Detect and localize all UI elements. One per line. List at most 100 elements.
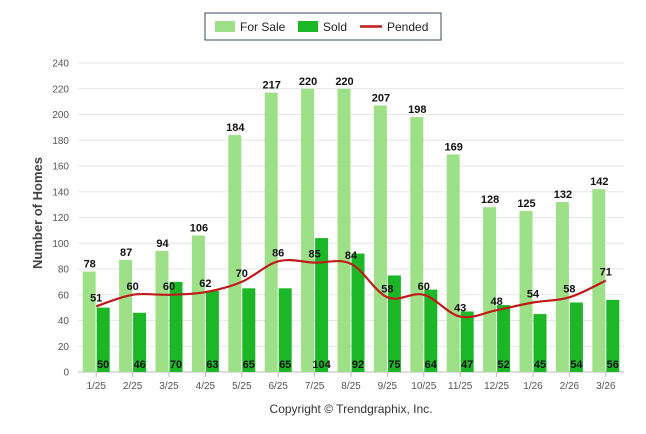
for-sale-value-label: 198	[408, 104, 426, 116]
sold-value-label: 56	[607, 359, 619, 371]
x-tick-label: 1/25	[86, 381, 106, 392]
y-tick-label: 180	[52, 136, 69, 147]
for-sale-bar	[155, 250, 169, 372]
sold-value-label: 50	[97, 359, 109, 371]
sold-value-label: 46	[133, 359, 145, 371]
for-sale-bar	[410, 117, 424, 372]
sold-bar	[606, 299, 620, 372]
sold-bar	[242, 288, 256, 372]
y-tick-label: 100	[52, 239, 69, 250]
for-sale-bar	[555, 202, 569, 372]
for-sale-value-label: 125	[517, 198, 535, 210]
sold-bar	[96, 307, 110, 372]
for-sale-value-label: 184	[226, 122, 245, 134]
sold-value-label: 65	[279, 359, 291, 371]
sold-value-label: 47	[461, 359, 473, 371]
sold-value-label: 75	[388, 359, 400, 371]
x-tick-label: 6/25	[268, 381, 288, 392]
sold-bar	[169, 281, 183, 372]
for-sale-value-label: 217	[263, 80, 281, 92]
for-sale-bars	[82, 88, 606, 373]
for-sale-value-label: 78	[84, 259, 96, 271]
legend-pended-label: Pended	[387, 20, 428, 34]
for-sale-bar	[337, 88, 351, 372]
pended-value-label: 86	[272, 247, 284, 259]
for-sale-bar	[483, 207, 497, 372]
for-sale-bar	[519, 211, 533, 372]
sold-value-label: 64	[425, 359, 438, 371]
pended-value-label: 54	[527, 288, 540, 300]
pended-value-label: 71	[600, 267, 612, 279]
data-labels: 78 50 87 46 94 70 106 63 184 65 217 65 220 104 220 92 20…	[84, 76, 619, 371]
for-sale-value-label: 207	[372, 92, 390, 104]
x-tick-label: 5/25	[232, 381, 252, 392]
sold-value-label: 63	[206, 359, 218, 371]
sold-bar	[460, 311, 474, 372]
x-tick-label: 2/25	[123, 381, 143, 392]
for-sale-value-label: 94	[156, 238, 169, 250]
for-sale-bar	[446, 154, 460, 372]
y-tick-label: 80	[58, 265, 70, 276]
for-sale-bar	[592, 189, 606, 372]
y-axis: 0 20 40 60 80 100 120 140 160 180 200 220 240	[52, 59, 69, 379]
x-tick-label: 9/25	[378, 381, 398, 392]
for-sale-bar	[82, 271, 96, 372]
sold-bar	[569, 302, 583, 372]
y-tick-label: 140	[52, 187, 69, 198]
sold-bars	[96, 238, 620, 372]
x-tick-label: 3/25	[159, 381, 179, 392]
y-tick-label: 120	[52, 213, 69, 224]
x-tick-label: 7/25	[305, 381, 325, 392]
y-tick-label: 20	[58, 342, 70, 353]
pended-line-group	[95, 258, 607, 319]
sold-bar	[351, 253, 365, 372]
for-sale-value-label: 220	[299, 76, 317, 88]
sold-bar	[133, 312, 147, 372]
sold-value-label: 92	[352, 359, 364, 371]
y-tick-label: 160	[52, 162, 69, 173]
pended-value-label: 85	[308, 249, 320, 261]
pended-value-label: 51	[90, 292, 102, 304]
sold-value-label: 54	[570, 359, 583, 371]
x-axis: 1/25 2/25 3/25 4/25 5/25 6/25 7/25 8/25 9/25 10/2…	[86, 372, 616, 392]
x-tick-label: 11/25	[448, 381, 473, 392]
pended-value-label: 58	[381, 283, 393, 295]
y-tick-label: 0	[63, 368, 69, 379]
sold-value-label: 52	[497, 359, 509, 371]
pended-value-label: 58	[563, 283, 575, 295]
x-tick-label: 10/25	[411, 381, 436, 392]
y-axis-label: Number of Homes	[30, 157, 45, 269]
for-sale-bar	[301, 88, 315, 372]
sold-bar	[533, 314, 547, 372]
for-sale-value-label: 220	[335, 76, 353, 88]
legend-for-sale-label: For Sale	[240, 20, 286, 34]
x-tick-label: 8/25	[341, 381, 361, 392]
pended-value-label: 62	[199, 278, 211, 290]
pended-value-label: 48	[490, 296, 502, 308]
pended-value-label: 60	[418, 281, 430, 293]
y-tick-label: 240	[52, 59, 69, 70]
sold-value-label: 45	[534, 359, 546, 371]
legend-sold-label: Sold	[323, 20, 347, 34]
for-sale-bar	[191, 235, 205, 372]
sold-value-label: 104	[312, 359, 331, 371]
y-tick-label: 60	[58, 290, 70, 301]
y-tick-label: 200	[52, 110, 69, 121]
x-tick-label: 2/26	[560, 381, 580, 392]
chart-legend: For Sale Sold Pended	[204, 12, 442, 41]
for-sale-bar	[119, 259, 133, 372]
sold-value-label: 70	[170, 359, 182, 371]
pended-line	[95, 258, 607, 319]
sold-bar	[424, 289, 438, 372]
pended-value-label: 60	[163, 281, 175, 293]
y-tick-label: 40	[58, 316, 70, 327]
pended-value-label: 43	[454, 303, 466, 315]
sold-bar	[497, 305, 511, 372]
x-tick-label: 4/25	[196, 381, 216, 392]
pended-value-label: 60	[126, 281, 138, 293]
for-sale-value-label: 169	[445, 141, 463, 153]
y-tick-label: 220	[52, 84, 69, 95]
x-tick-label: 3/26	[596, 381, 616, 392]
legend-for-sale-swatch	[215, 21, 235, 32]
